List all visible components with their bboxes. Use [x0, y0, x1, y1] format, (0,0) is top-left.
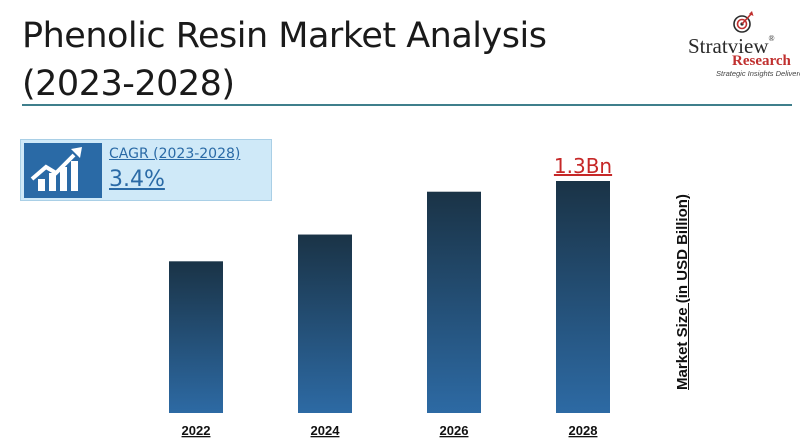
- bar-2028: [556, 181, 610, 413]
- company-logo: Stratview® Research Strategic Insights D…: [662, 10, 800, 78]
- logo-research-text: Research: [732, 53, 791, 69]
- bar-2022: [169, 261, 223, 413]
- x-tick-label: 2024: [311, 423, 341, 438]
- cagr-card: CAGR (2023-2028) 3.4%: [20, 139, 272, 201]
- x-tick-label: 2026: [440, 423, 469, 438]
- bar-2026: [427, 191, 481, 413]
- target-arrow-icon: [733, 11, 754, 33]
- growth-chart-icon: [24, 143, 102, 198]
- bar-2024: [298, 234, 352, 413]
- title-divider: [22, 104, 792, 106]
- page-title: Phenolic Resin Market Analysis (2023-202…: [22, 16, 547, 104]
- cagr-label: CAGR (2023-2028): [109, 146, 241, 162]
- x-tick-label: 2028: [569, 423, 598, 438]
- y-axis-label: Market Size (in USD Billion): [674, 194, 691, 390]
- logo-name: Stratview®: [688, 34, 775, 58]
- data-label: 1.3Bn: [554, 154, 612, 178]
- logo-tagline: Strategic Insights Delivered: [716, 69, 800, 78]
- cagr-value: 3.4%: [109, 167, 165, 192]
- x-tick-label: 2022: [182, 423, 211, 438]
